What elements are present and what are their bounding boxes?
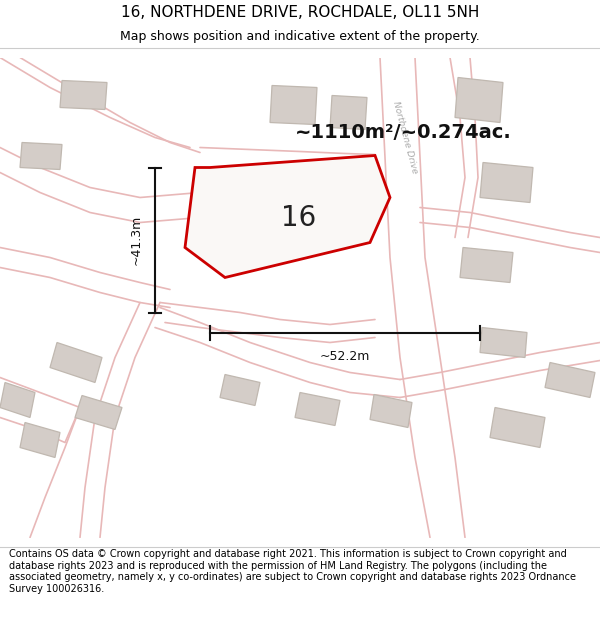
Text: Contains OS data © Crown copyright and database right 2021. This information is : Contains OS data © Crown copyright and d… [9,549,576,594]
Polygon shape [460,248,513,282]
Polygon shape [480,328,527,357]
Text: ~41.3m: ~41.3m [130,215,143,265]
Polygon shape [50,342,102,382]
Polygon shape [490,408,545,447]
Polygon shape [455,78,503,122]
Polygon shape [185,156,390,278]
Polygon shape [295,392,340,426]
Text: Northdene Drive: Northdene Drive [391,100,419,175]
Polygon shape [20,422,60,457]
Text: 16, NORTHDENE DRIVE, ROCHDALE, OL11 5NH: 16, NORTHDENE DRIVE, ROCHDALE, OL11 5NH [121,6,479,21]
Text: ~52.2m: ~52.2m [320,351,370,364]
Polygon shape [20,142,62,169]
Polygon shape [60,81,107,109]
Text: 16: 16 [281,204,316,232]
Text: ~1110m²/~0.274ac.: ~1110m²/~0.274ac. [295,123,512,142]
Polygon shape [75,396,122,429]
Polygon shape [480,162,533,202]
Polygon shape [370,394,412,428]
Polygon shape [0,382,35,418]
Text: Map shows position and indicative extent of the property.: Map shows position and indicative extent… [120,29,480,42]
Polygon shape [330,96,367,129]
Polygon shape [220,374,260,406]
Polygon shape [545,362,595,398]
Polygon shape [270,86,317,124]
